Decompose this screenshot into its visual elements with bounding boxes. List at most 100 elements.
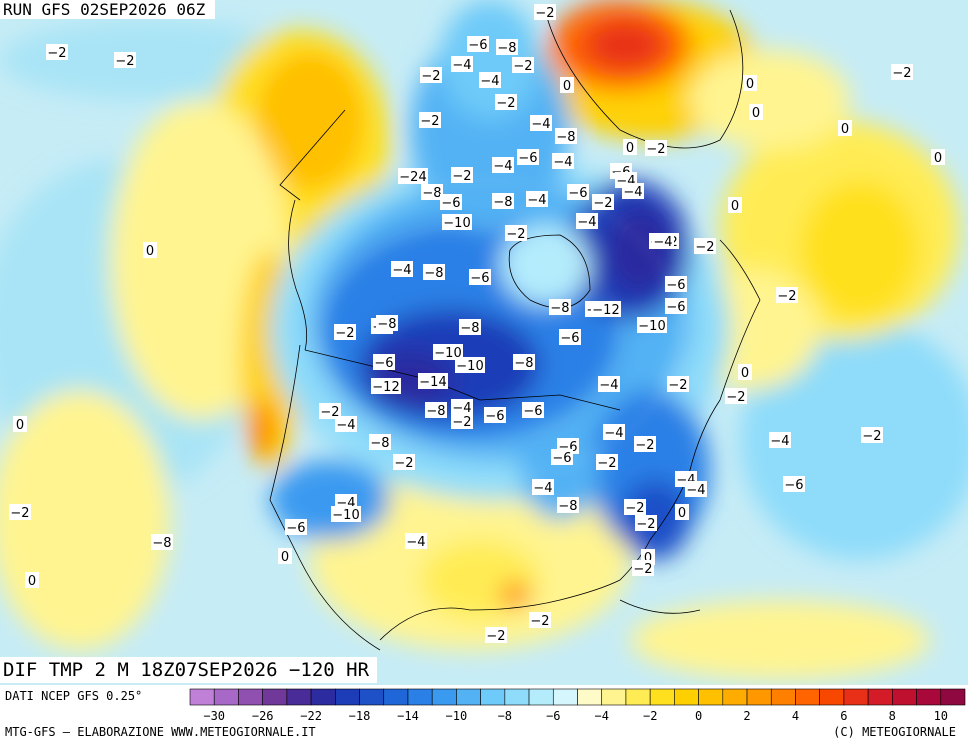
contour-value-text: 0 — [626, 141, 634, 156]
contour-value-label: 0 — [143, 242, 157, 259]
contour-value-label: −2 — [529, 612, 551, 629]
contour-value-text: −10 — [434, 346, 461, 361]
contour-value-text: −24 — [399, 170, 426, 185]
contour-value-label: −6 — [517, 149, 539, 166]
contour-value-label: −6 — [559, 329, 581, 346]
contour-value-label: −2 — [114, 52, 136, 69]
contour-value-label: −4 — [576, 213, 598, 230]
contour-value-text: −6 — [552, 451, 571, 466]
contour-value-label: −6 — [567, 184, 589, 201]
contour-value-text: −4 — [392, 263, 411, 278]
contour-value-text: −2 — [513, 59, 532, 74]
contour-value-label: −10 — [455, 357, 485, 374]
contour-value-label: −6 — [484, 407, 506, 424]
contour-value-text: −2 — [421, 69, 440, 84]
contour-value-text: −6 — [568, 186, 587, 201]
colorbar-swatch — [213, 688, 239, 706]
contour-value-label: −4 — [526, 191, 548, 208]
contour-value-label: −2 — [451, 413, 473, 430]
contour-value-label: −2 — [776, 287, 798, 304]
contour-value-label: −2 — [495, 94, 517, 111]
contour-value-label: −2 — [861, 427, 883, 444]
contour-value-label: −14 — [418, 373, 448, 390]
contour-value-text: −2 — [47, 46, 66, 61]
contour-value-label: −6 — [285, 519, 307, 536]
contour-value-text: −2 — [10, 506, 29, 521]
contour-value-label: −8 — [492, 193, 514, 210]
contour-value-text: −2 — [646, 142, 665, 157]
contour-value-label: −4 — [391, 261, 413, 278]
contour-value-label: −10 — [433, 344, 463, 361]
contour-value-label: −2 — [9, 504, 31, 521]
contour-value-label: −2 — [624, 499, 646, 516]
colorbar-tick-label: −6 — [546, 709, 560, 723]
contour-value-label: −6 — [665, 298, 687, 315]
contour-value-label: −2 — [534, 4, 556, 21]
contour-value-label: −2 — [393, 454, 415, 471]
contour-value-label: −6 — [440, 194, 462, 211]
contour-value-text: −4 — [531, 117, 550, 132]
contour-value-label: −2 — [725, 388, 747, 405]
contour-value-label: −6 — [522, 402, 544, 419]
colorbar-tick-label: −2 — [643, 709, 657, 723]
contour-value-label: −4 — [532, 479, 554, 496]
contour-value-label: −2 — [592, 194, 614, 211]
contour-value-text: 0 — [678, 506, 686, 521]
credit-right: (C) METEOGIORNALE — [833, 725, 956, 739]
contour-value-text: −8 — [550, 301, 569, 316]
contour-value-text: 0 — [841, 122, 849, 137]
contour-value-text: −2 — [420, 114, 439, 129]
contour-value-text: −2 — [486, 629, 505, 644]
contour-value-label: 0 — [623, 139, 637, 156]
contour-value-text: −2 — [115, 54, 134, 69]
contour-value-text: −8 — [460, 321, 479, 336]
colorbar-tick-label: 0 — [695, 709, 702, 723]
contour-value-label: −2 — [319, 403, 341, 420]
contour-value-label: 0 — [738, 364, 752, 381]
contour-value-text: −2 — [535, 6, 554, 21]
contour-value-label: −2 — [667, 376, 689, 393]
contour-value-text: −2 — [777, 289, 796, 304]
contour-value-label: −2 — [451, 167, 473, 184]
contour-value-label: −6 — [469, 269, 491, 286]
contour-value-text: −2 — [506, 227, 525, 242]
contour-value-label: −4 — [622, 183, 644, 200]
contour-value-label: −12 — [371, 378, 401, 395]
contour-value-label: −10 — [442, 214, 472, 231]
contour-value-text: 0 — [741, 366, 749, 381]
colorbar-swatch — [916, 688, 942, 706]
contour-value-label: −8 — [496, 39, 518, 56]
contour-value-text: −6 — [468, 38, 487, 53]
contour-value-text: 0 — [746, 77, 754, 92]
contour-value-text: 0 — [146, 244, 154, 259]
colorbar-tick-label: −22 — [300, 709, 322, 723]
colorbar-swatch — [649, 688, 675, 706]
colorbar-swatch — [480, 688, 506, 706]
colorbar-swatch — [940, 688, 966, 706]
colorbar-swatch — [383, 688, 409, 706]
colorbar-swatch — [722, 688, 748, 706]
colorbar-tick-label: −8 — [498, 709, 512, 723]
colorbar-swatch — [674, 688, 699, 706]
contour-value-text: −4 — [527, 193, 546, 208]
contour-value-label: 0 — [931, 149, 945, 166]
colorbar-swatch — [892, 688, 917, 706]
product-title: DIF TMP 2 M 18Z07SEP2026 −120 HR — [0, 657, 378, 683]
colorbar-tick-label: −26 — [252, 709, 274, 723]
contour-value-text: −2 — [892, 66, 911, 81]
contour-value-text: −10 — [638, 319, 665, 334]
contour-value-text: −4 — [452, 401, 471, 416]
contour-value-text: −4 — [452, 58, 471, 73]
contour-value-text: −8 — [422, 186, 441, 201]
contour-value-label: −4 — [530, 115, 552, 132]
contour-value-label: −6 — [373, 354, 395, 371]
contour-value-label: −10 — [637, 317, 667, 334]
contour-value-label: −8 — [513, 354, 535, 371]
contour-value-label: −8 — [151, 534, 173, 551]
contour-value-text: −8 — [152, 536, 171, 551]
contour-value-text: −8 — [558, 499, 577, 514]
contour-value-text: −4 — [336, 418, 355, 433]
contour-value-label: −2 — [645, 140, 667, 157]
contour-value-text: −4 — [533, 481, 552, 496]
run-title: RUN GFS 02SEP2026 06Z — [0, 0, 216, 19]
